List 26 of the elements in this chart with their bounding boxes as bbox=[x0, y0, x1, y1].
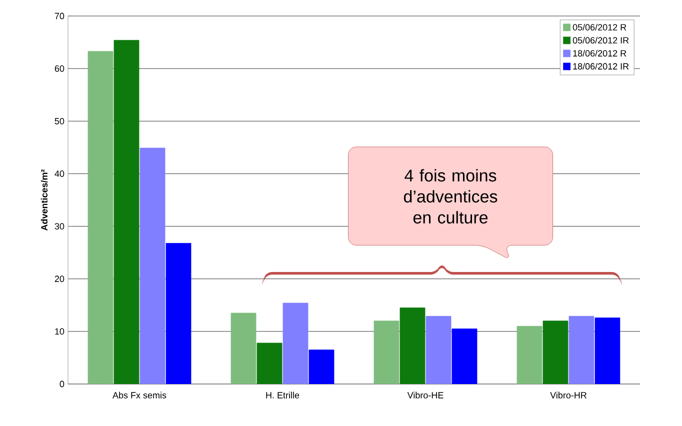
legend-label: 05/06/2012 R bbox=[572, 24, 626, 30]
bar bbox=[282, 302, 308, 384]
bar bbox=[308, 350, 334, 384]
y-tick-label: 40 bbox=[54, 170, 64, 177]
bar bbox=[594, 318, 620, 384]
legend-label: 18/06/2012 IR bbox=[573, 62, 629, 70]
y-axis-title: Adventices/m² bbox=[40, 169, 48, 231]
bar bbox=[166, 242, 192, 384]
y-tick-label: 70 bbox=[54, 12, 64, 20]
y-tick-label: 20 bbox=[54, 276, 64, 282]
bar bbox=[452, 328, 478, 384]
x-tick-label: Abs Fx semis bbox=[112, 392, 166, 398]
x-tick-label: Vibro-HE bbox=[407, 392, 444, 398]
y-tick-label: 10 bbox=[55, 328, 64, 335]
annotation: 4 fois moins d’adventices en culture bbox=[404, 169, 498, 224]
bar bbox=[426, 316, 452, 384]
x-tick-label: Vibro-HR bbox=[550, 392, 587, 398]
y-tick-label: 60 bbox=[54, 65, 64, 72]
y-tick-label: 50 bbox=[54, 118, 64, 124]
legend-label: 05/06/2012 IR bbox=[572, 36, 629, 44]
legend-label: 18/06/2012 R bbox=[573, 50, 626, 57]
y-tick-label: 0 bbox=[60, 380, 64, 388]
x-tick-label: H. Etrille bbox=[266, 392, 300, 398]
bar bbox=[140, 148, 166, 384]
y-tick-label: 30 bbox=[54, 223, 64, 230]
bar bbox=[568, 316, 594, 384]
